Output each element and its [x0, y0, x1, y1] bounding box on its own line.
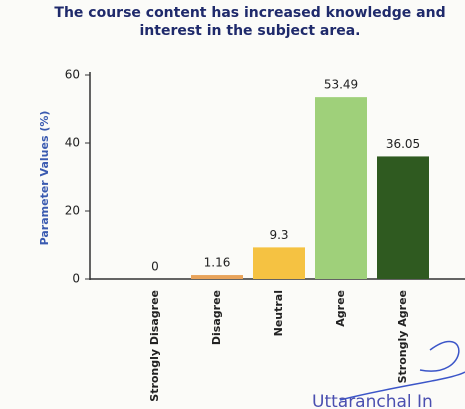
- bar: [315, 97, 367, 279]
- y-tick-label: 40: [65, 136, 80, 150]
- x-tick-label: Agree: [334, 290, 347, 327]
- x-tick-label: Disagree: [210, 290, 223, 345]
- x-tick-label: Strongly Disagree: [148, 290, 161, 402]
- scribble: [339, 340, 465, 401]
- x-tick-label: Strongly Agree: [396, 290, 409, 383]
- value-label: 53.49: [324, 78, 358, 92]
- value-label: 36.05: [386, 137, 420, 151]
- watermark: Uttaranchal In: [312, 392, 433, 409]
- bar: [253, 247, 305, 279]
- y-tick-label: 0: [72, 272, 80, 286]
- bar: [377, 156, 429, 279]
- y-tick-label: 60: [65, 68, 80, 82]
- y-tick-label: 20: [65, 204, 80, 218]
- bar: [191, 275, 243, 279]
- value-label: 9.3: [269, 228, 288, 242]
- value-label: 0: [151, 260, 159, 274]
- value-label: 1.16: [204, 256, 231, 270]
- x-tick-label: Neutral: [272, 290, 285, 336]
- chart-title: The course content has increased knowled…: [54, 5, 446, 39]
- y-axis-label: Parameter Values (%): [38, 111, 51, 246]
